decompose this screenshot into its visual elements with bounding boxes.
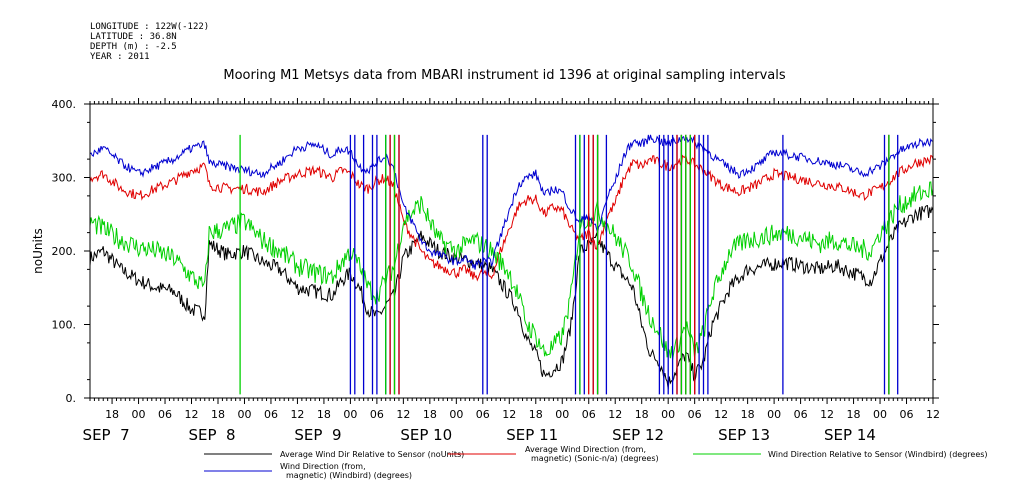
hour-label-20: 18 [635,408,649,421]
hour-label-5: 00 [237,408,251,421]
hour-label-4: 18 [211,408,225,421]
legend-label-2: Wind Direction Relative to Sensor (Windb… [768,450,988,459]
ytick-label-3: 300. [52,172,77,185]
hour-label-0: 18 [105,408,119,421]
latitude-text: LATITUDE : 36.8N [90,32,177,42]
hour-label-31: 12 [926,408,940,421]
legend-label-1: Average Wind Direction (from, magnetic) (… [525,445,659,463]
date-label-4: SEP 11 [506,426,558,444]
hour-label-28: 18 [847,408,861,421]
hour-label-8: 18 [317,408,331,421]
hour-label-23: 12 [714,408,728,421]
hour-label-10: 06 [370,408,384,421]
date-label-0: SEP 7 [83,426,130,444]
ytick-label-0: 0. [66,392,77,405]
longitude-text: LONGITUDE : 122W(-122) [90,22,210,32]
hour-label-27: 12 [820,408,834,421]
hour-label-26: 06 [794,408,808,421]
hour-label-1: 00 [132,408,146,421]
ytick-label-4: 400. [52,98,77,111]
chart-title: Mooring M1 Metsys data from MBARI instru… [223,68,786,83]
hour-label-2: 06 [158,408,172,421]
hour-label-15: 12 [502,408,516,421]
legend-label-0: Average Wind Dir Relative to Sensor (noU… [280,450,464,459]
series-line-0 [90,205,933,390]
series-line-3 [90,134,933,270]
ytick-label-2: 200. [52,245,77,258]
series-layer [90,134,933,395]
legend: Average Wind Dir Relative to Sensor (noU… [204,445,988,480]
date-label-1: SEP 8 [188,426,235,444]
ytick-label-1: 100. [52,319,77,332]
date-label-7: SEP 14 [824,426,876,444]
hour-label-24: 18 [741,408,755,421]
hour-label-29: 00 [873,408,887,421]
plot-border [89,103,934,399]
axes: 0. 100. 200. 300. 400. noUnits 18 00 06 12 18 00 06 1… [31,98,940,444]
hour-label-13: 00 [449,408,463,421]
legend-label-3: Wind Direction (from, magnetic) (Windbird… [280,462,412,480]
hour-label-21: 00 [661,408,675,421]
hour-label-25: 00 [767,408,781,421]
hour-label-19: 12 [608,408,622,421]
hour-label-6: 06 [264,408,278,421]
date-label-6: SEP 13 [718,426,770,444]
metadata-header: LONGITUDE : 122W(-122) LATITUDE : 36.8N … [90,22,209,62]
series-line-1 [90,153,933,282]
hour-label-3: 12 [185,408,199,421]
date-label-3: SEP 10 [400,426,452,444]
date-label-5: SEP 12 [612,426,664,444]
hour-label-16: 18 [529,408,543,421]
year-text: YEAR : 2011 [90,52,150,62]
hour-label-12: 18 [423,408,437,421]
plot-frame [89,103,934,399]
hour-label-22: 06 [688,408,702,421]
hour-label-30: 06 [900,408,914,421]
hour-label-17: 00 [555,408,569,421]
hour-label-18: 06 [582,408,596,421]
depth-text: DEPTH (m) : -2.5 [90,42,177,52]
date-label-2: SEP 9 [294,426,341,444]
series-line-2 [90,181,933,361]
hour-label-11: 12 [396,408,410,421]
hour-label-7: 12 [290,408,304,421]
y-axis-label: noUnits [31,228,45,274]
hour-label-9: 00 [343,408,357,421]
hour-label-14: 06 [476,408,490,421]
